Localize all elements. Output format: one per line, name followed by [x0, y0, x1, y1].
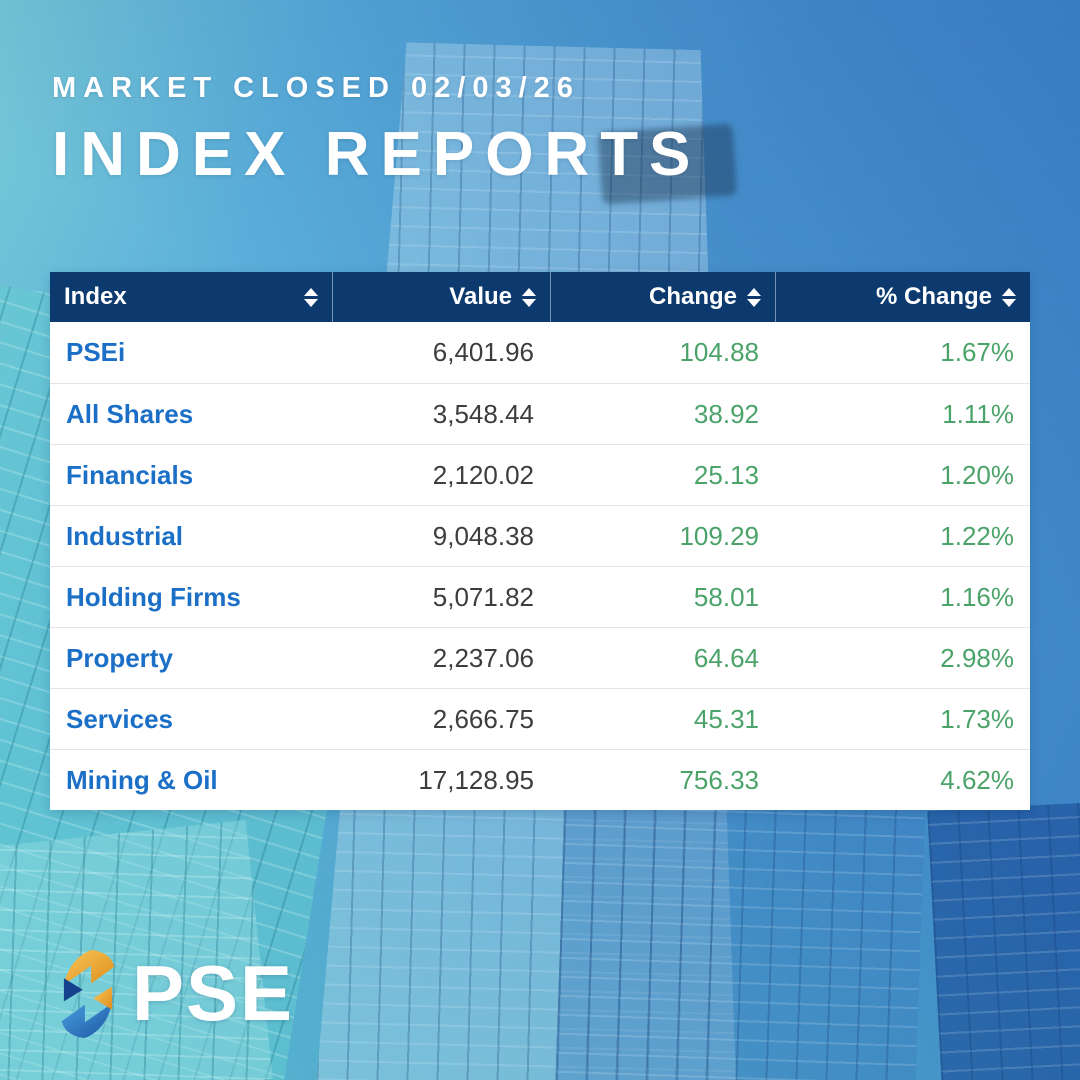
value-cell: 17,128.95 — [418, 764, 534, 795]
pct-change-cell: 2.98% — [940, 642, 1014, 673]
column-header-change[interactable]: Change — [550, 272, 775, 322]
page-title: INDEX REPORTS — [52, 120, 702, 189]
pse-logo-icon — [61, 949, 115, 1038]
table-body: PSEi 6,401.96 104.88 1.67% All Shares 3,… — [50, 322, 1030, 810]
column-label-pct-change: % Change — [875, 283, 992, 310]
table-row-property: Property 2,237.06 64.64 2.98% — [50, 627, 1030, 688]
pct-change-cell: 1.22% — [940, 520, 1014, 551]
pct-change-cell: 1.20% — [940, 459, 1014, 490]
brand-wordmark: PSE — [132, 949, 295, 1037]
value-cell: 9,048.38 — [432, 520, 534, 551]
pct-change-cell: 1.11% — [942, 398, 1014, 429]
change-cell: 58.01 — [693, 581, 759, 612]
index-name-link[interactable]: Services — [66, 703, 173, 734]
sort-icon — [747, 287, 761, 307]
column-label-value: Value — [449, 283, 512, 310]
value-cell: 3,548.44 — [432, 398, 534, 429]
background-building-mid-bottom — [554, 791, 926, 1080]
index-name-link[interactable]: All Shares — [66, 398, 194, 429]
brand-footer: PSE — [56, 948, 294, 1039]
column-header-value[interactable]: Value — [332, 272, 550, 322]
index-table: Index Value Change % Change PSEi 6,401.9… — [50, 272, 1030, 810]
change-cell: 38.92 — [693, 398, 759, 429]
value-cell: 5,071.82 — [432, 581, 534, 612]
column-label-index: Index — [64, 283, 127, 310]
value-cell: 2,237.06 — [432, 642, 534, 673]
change-cell: 64.64 — [693, 642, 759, 673]
pct-change-cell: 1.73% — [940, 703, 1014, 734]
index-name-link[interactable]: PSEi — [66, 337, 126, 367]
table-row-mining-oil: Mining & Oil 17,128.95 756.33 4.62% — [50, 749, 1030, 810]
column-header-pct-change[interactable]: % Change — [775, 272, 1030, 322]
background-building-right — [927, 799, 1080, 1080]
change-cell: 104.88 — [679, 337, 759, 367]
change-cell: 25.13 — [693, 459, 759, 490]
value-cell: 2,666.75 — [432, 703, 534, 734]
market-status-line: MARKET CLOSED 02/03/26 — [52, 72, 580, 104]
table-row-financials: Financials 2,120.02 25.13 1.20% — [50, 444, 1030, 505]
column-header-index[interactable]: Index — [50, 272, 332, 322]
index-name-link[interactable]: Industrial — [66, 520, 184, 551]
index-name-link[interactable]: Property — [66, 642, 173, 673]
table-row-industrial: Industrial 9,048.38 109.29 1.22% — [50, 505, 1030, 566]
value-cell: 2,120.02 — [432, 459, 534, 490]
sort-icon — [1002, 287, 1016, 307]
value-cell: 6,401.96 — [432, 337, 534, 367]
change-cell: 756.33 — [679, 764, 759, 795]
change-cell: 45.31 — [693, 703, 759, 734]
table-header-row: Index Value Change % Change — [50, 272, 1030, 322]
pct-change-cell: 4.62% — [940, 764, 1014, 795]
sort-icon — [522, 287, 536, 307]
index-name-link[interactable]: Financials — [66, 459, 194, 490]
pct-change-cell: 1.67% — [940, 337, 1014, 367]
table-row-services: Services 2,666.75 45.31 1.73% — [50, 688, 1030, 749]
sort-icon — [304, 287, 318, 307]
column-label-change: Change — [648, 283, 737, 310]
table-row-psei: PSEi 6,401.96 104.88 1.67% — [50, 322, 1030, 383]
index-name-link[interactable]: Holding Firms — [66, 581, 241, 612]
change-cell: 109.29 — [679, 520, 759, 551]
pct-change-cell: 1.16% — [940, 581, 1014, 612]
table-row-all-shares: All Shares 3,548.44 38.92 1.11% — [50, 383, 1030, 444]
table-row-holding-firms: Holding Firms 5,071.82 58.01 1.16% — [50, 566, 1030, 627]
index-name-link[interactable]: Mining & Oil — [66, 764, 218, 795]
masthead: MARKET CLOSED 02/03/26 INDEX REPORTS — [52, 72, 701, 190]
